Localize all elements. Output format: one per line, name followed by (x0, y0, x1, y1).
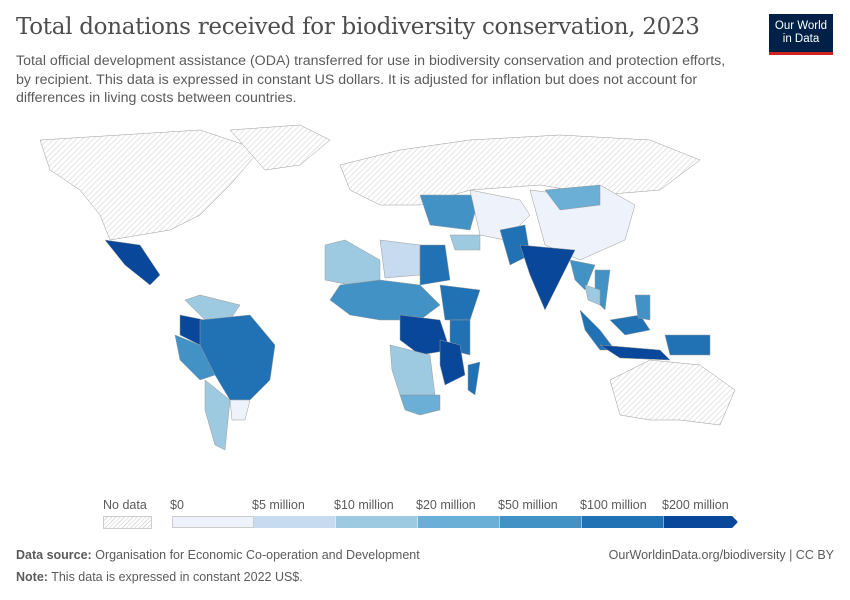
country-region[interactable] (419, 244, 451, 286)
legend-tick-label: $5 million (252, 498, 305, 512)
country-region[interactable] (569, 259, 596, 291)
country-region[interactable] (379, 239, 421, 279)
country-region[interactable] (584, 284, 601, 306)
legend-tick-label: $50 million (498, 498, 558, 512)
country-region[interactable] (324, 239, 381, 286)
country-region[interactable] (399, 314, 451, 356)
country-region[interactable] (204, 379, 231, 451)
legend-bin[interactable] (172, 516, 254, 528)
country-region[interactable] (419, 194, 481, 231)
country-region[interactable] (519, 244, 576, 311)
legend-tick-label: $0 (170, 498, 184, 512)
country-region[interactable] (184, 294, 241, 321)
legend-tick-label: $10 million (334, 498, 394, 512)
world-map (39, 124, 736, 451)
country-region[interactable] (399, 394, 441, 416)
legend-tick-label: $200 million (662, 498, 729, 512)
country-region[interactable] (634, 294, 651, 321)
legend-bin[interactable] (336, 516, 418, 528)
legend-bin[interactable] (582, 516, 664, 528)
country-region[interactable] (449, 234, 481, 251)
chart-subtitle: Total official development assistance (O… (16, 53, 726, 106)
owid-logo[interactable]: Our World in Data (769, 14, 833, 55)
country-region[interactable] (599, 344, 671, 361)
note-text: This data is expressed in constant 2022 … (51, 570, 303, 584)
source-label: Data source: (16, 548, 92, 562)
note: Note: This data is expressed in constant… (16, 570, 303, 584)
country-region[interactable] (609, 314, 651, 336)
country-region[interactable] (329, 279, 441, 321)
legend-no-data-swatch (103, 516, 152, 529)
country-region[interactable] (104, 239, 161, 286)
no-data-region[interactable] (229, 124, 331, 171)
country-region[interactable] (544, 184, 601, 211)
country-region[interactable] (439, 284, 481, 321)
data-source: Data source: Organisation for Economic C… (16, 548, 420, 562)
credit-link[interactable]: OurWorldinData.org/biodiversity | CC BY (608, 548, 834, 562)
country-region[interactable] (229, 399, 251, 421)
country-region[interactable] (467, 361, 481, 396)
country-region[interactable] (664, 334, 711, 356)
country-region[interactable] (174, 334, 216, 381)
chart-title: Total donations received for biodiversit… (16, 14, 700, 40)
legend-no-data-label: No data (103, 498, 147, 512)
logo-line2: in Data (782, 33, 820, 45)
no-data-region[interactable] (609, 359, 736, 426)
legend-tick-label: $100 million (580, 498, 647, 512)
country-region[interactable] (439, 339, 466, 386)
legend-bin[interactable] (664, 516, 738, 528)
no-data-region[interactable] (39, 129, 261, 241)
legend-bin[interactable] (500, 516, 582, 528)
logo-line1: Our World (774, 20, 828, 32)
legend-bin[interactable] (418, 516, 500, 528)
source-text[interactable]: Organisation for Economic Co-operation a… (95, 548, 420, 562)
legend-tick-label: $20 million (416, 498, 476, 512)
no-data-region[interactable] (339, 134, 701, 206)
country-region[interactable] (579, 309, 616, 351)
legend-bin[interactable] (254, 516, 336, 528)
note-label: Note: (16, 570, 48, 584)
